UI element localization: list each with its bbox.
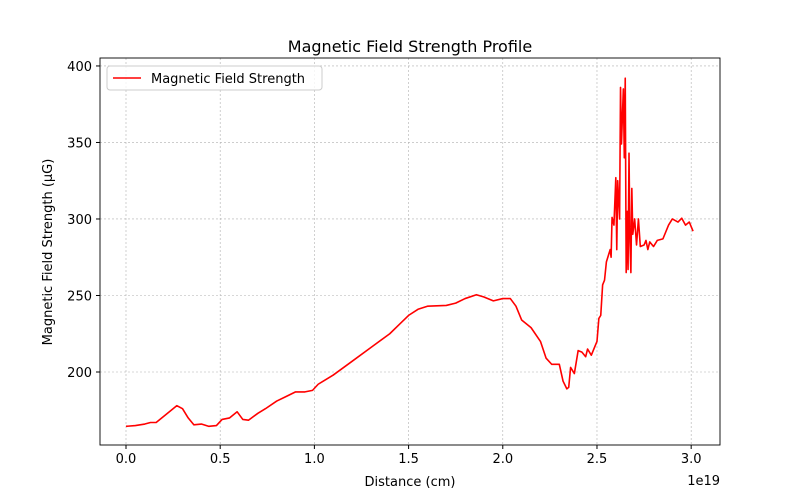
legend-label: Magnetic Field Strength <box>151 72 305 87</box>
x-tick-label: 2.0 <box>492 452 513 467</box>
chart-title: Magnetic Field Strength Profile <box>288 37 532 56</box>
x-axis-label: Distance (cm) <box>365 475 456 490</box>
y-axis-label: Magnetic Field Strength (μG) <box>41 159 56 346</box>
legend-box <box>106 65 323 91</box>
x-tick-label: 3.0 <box>681 452 702 467</box>
data-line <box>125 77 694 428</box>
x-offset-label: 1e19 <box>687 474 720 489</box>
y-tick-label: 400 <box>67 60 92 75</box>
y-tick-label: 200 <box>67 366 92 381</box>
y-tick-label: 250 <box>67 289 92 304</box>
y-tick-label: 300 <box>67 213 92 228</box>
x-tick-label: 0.5 <box>210 452 231 467</box>
y-tick-label: 350 <box>67 136 92 151</box>
plot-frame <box>99 57 721 446</box>
x-tick-label: 0.0 <box>116 452 137 467</box>
x-tick-label: 1.5 <box>398 452 419 467</box>
x-tick-label: 1.0 <box>304 452 325 467</box>
x-tick-label: 2.5 <box>587 452 608 467</box>
